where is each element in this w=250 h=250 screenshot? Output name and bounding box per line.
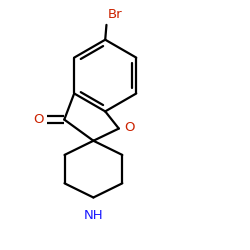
- Text: Br: Br: [108, 8, 122, 21]
- Text: O: O: [34, 112, 44, 126]
- Text: O: O: [124, 121, 135, 134]
- Text: NH: NH: [84, 208, 103, 222]
